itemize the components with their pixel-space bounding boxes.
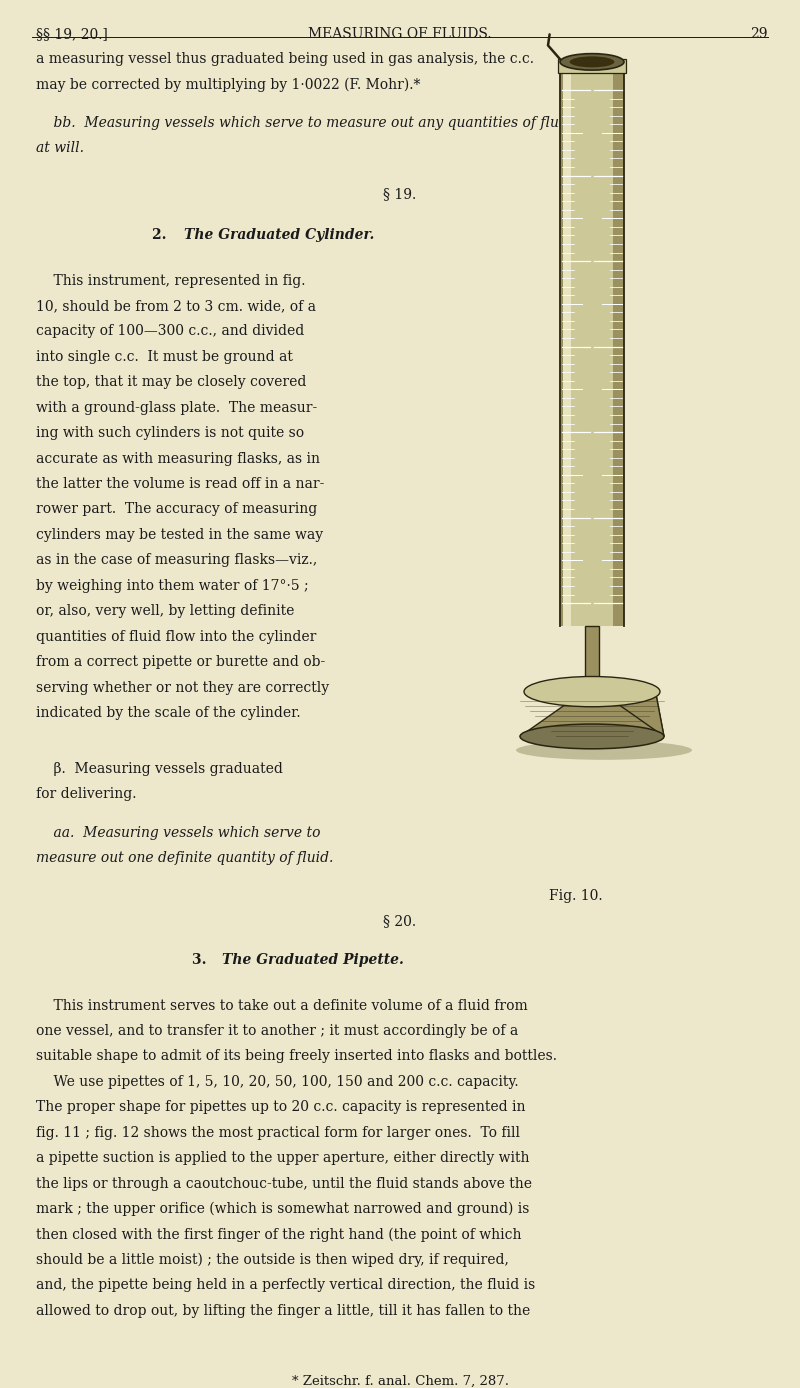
Text: or, also, very well, by letting definite: or, also, very well, by letting definite	[36, 604, 294, 618]
Text: fig. 11 ; fig. 12 shows the most practical form for larger ones.  To fill: fig. 11 ; fig. 12 shows the most practic…	[36, 1126, 520, 1140]
Text: This instrument serves to take out a definite volume of a fluid from: This instrument serves to take out a def…	[36, 998, 528, 1012]
Text: β.  Measuring vessels graduated: β. Measuring vessels graduated	[36, 762, 283, 776]
Text: ing with such cylinders is not quite so: ing with such cylinders is not quite so	[36, 426, 304, 440]
Text: with a ground-glass plate.  The measur-: with a ground-glass plate. The measur-	[36, 401, 318, 415]
Text: The Graduated Cylinder.: The Graduated Cylinder.	[184, 228, 374, 242]
Polygon shape	[520, 694, 664, 737]
Text: by weighing into them water of 17°·5 ;: by weighing into them water of 17°·5 ;	[36, 579, 309, 593]
Text: 3.: 3.	[192, 952, 211, 966]
Text: §§ 19, 20.]: §§ 19, 20.]	[36, 28, 108, 42]
Text: bb.  Measuring vessels which serve to measure out any quantities of fluid: bb. Measuring vessels which serve to mea…	[36, 115, 572, 130]
Ellipse shape	[516, 741, 692, 759]
Text: indicated by the scale of the cylinder.: indicated by the scale of the cylinder.	[36, 706, 301, 720]
FancyBboxPatch shape	[613, 62, 624, 626]
Text: one vessel, and to transfer it to another ; it must accordingly be of a: one vessel, and to transfer it to anothe…	[36, 1024, 518, 1038]
FancyBboxPatch shape	[563, 62, 571, 626]
Text: The Graduated Pipette.: The Graduated Pipette.	[222, 952, 404, 966]
Ellipse shape	[570, 57, 614, 68]
Text: aa.  Measuring vessels which serve to: aa. Measuring vessels which serve to	[36, 826, 321, 840]
Text: may be corrected by multiplying by 1·0022 (F. Mohr).*: may be corrected by multiplying by 1·002…	[36, 78, 420, 92]
Text: the top, that it may be closely covered: the top, that it may be closely covered	[36, 375, 306, 389]
Text: accurate as with measuring flasks, as in: accurate as with measuring flasks, as in	[36, 451, 320, 465]
Text: capacity of 100—300 c.c., and divided: capacity of 100—300 c.c., and divided	[36, 325, 304, 339]
Text: We use pipettes of 1, 5, 10, 20, 50, 100, 150 and 200 c.c. capacity.: We use pipettes of 1, 5, 10, 20, 50, 100…	[36, 1074, 518, 1088]
Text: This instrument, represented in fig.: This instrument, represented in fig.	[36, 273, 306, 287]
FancyBboxPatch shape	[558, 60, 626, 74]
Text: and, the pipette being held in a perfectly vertical direction, the fluid is: and, the pipette being held in a perfect…	[36, 1278, 535, 1292]
Text: mark ; the upper orifice (which is somewhat narrowed and ground) is: mark ; the upper orifice (which is somew…	[36, 1202, 530, 1216]
FancyBboxPatch shape	[560, 62, 624, 626]
Text: MEASURING OF FLUIDS.: MEASURING OF FLUIDS.	[308, 28, 492, 42]
Text: 2.: 2.	[152, 228, 171, 242]
Text: then closed with the first finger of the right hand (the point of which: then closed with the first finger of the…	[36, 1227, 522, 1242]
Text: suitable shape to admit of its being freely inserted into flasks and bottles.: suitable shape to admit of its being fre…	[36, 1049, 557, 1063]
Polygon shape	[603, 694, 664, 737]
Text: allowed to drop out, by lifting the finger a little, till it has fallen to the: allowed to drop out, by lifting the fing…	[36, 1303, 530, 1317]
Text: § 19.: § 19.	[383, 187, 417, 201]
Ellipse shape	[524, 676, 660, 706]
Text: quantities of fluid flow into the cylinder: quantities of fluid flow into the cylind…	[36, 630, 316, 644]
Text: should be a little moist) ; the outside is then wiped dry, if required,: should be a little moist) ; the outside …	[36, 1253, 509, 1267]
Text: at will.: at will.	[36, 142, 84, 155]
Text: § 20.: § 20.	[383, 915, 417, 929]
Text: measure out one definite quantity of fluid.: measure out one definite quantity of flu…	[36, 851, 334, 865]
Text: serving whether or not they are correctly: serving whether or not they are correctl…	[36, 680, 329, 694]
Text: Fig. 10.: Fig. 10.	[549, 890, 603, 904]
Text: rower part.  The accuracy of measuring: rower part. The accuracy of measuring	[36, 502, 318, 516]
Text: into single c.c.  It must be ground at: into single c.c. It must be ground at	[36, 350, 293, 364]
FancyBboxPatch shape	[585, 626, 599, 701]
Text: from a correct pipette or burette and ob-: from a correct pipette or burette and ob…	[36, 655, 326, 669]
Text: 10, should be from 2 to 3 cm. wide, of a: 10, should be from 2 to 3 cm. wide, of a	[36, 298, 316, 312]
FancyBboxPatch shape	[560, 62, 571, 626]
Text: cylinders may be tested in the same way: cylinders may be tested in the same way	[36, 527, 323, 541]
Ellipse shape	[560, 54, 624, 71]
Text: for delivering.: for delivering.	[36, 787, 137, 801]
Text: as in the case of measuring flasks—viz.,: as in the case of measuring flasks—viz.,	[36, 554, 318, 568]
Ellipse shape	[520, 725, 664, 748]
Text: the lips or through a caoutchouc-tube, until the fluid stands above the: the lips or through a caoutchouc-tube, u…	[36, 1177, 532, 1191]
Text: The proper shape for pipettes up to 20 c.c. capacity is represented in: The proper shape for pipettes up to 20 c…	[36, 1101, 526, 1115]
Text: * Zeitschr. f. anal. Chem. 7, 287.: * Zeitschr. f. anal. Chem. 7, 287.	[291, 1376, 509, 1388]
Text: the latter the volume is read off in a nar-: the latter the volume is read off in a n…	[36, 477, 324, 491]
Text: 29: 29	[750, 28, 768, 42]
Text: a measuring vessel thus graduated being used in gas analysis, the c.c.: a measuring vessel thus graduated being …	[36, 53, 534, 67]
Text: a pipette suction is applied to the upper aperture, either directly with: a pipette suction is applied to the uppe…	[36, 1151, 530, 1165]
